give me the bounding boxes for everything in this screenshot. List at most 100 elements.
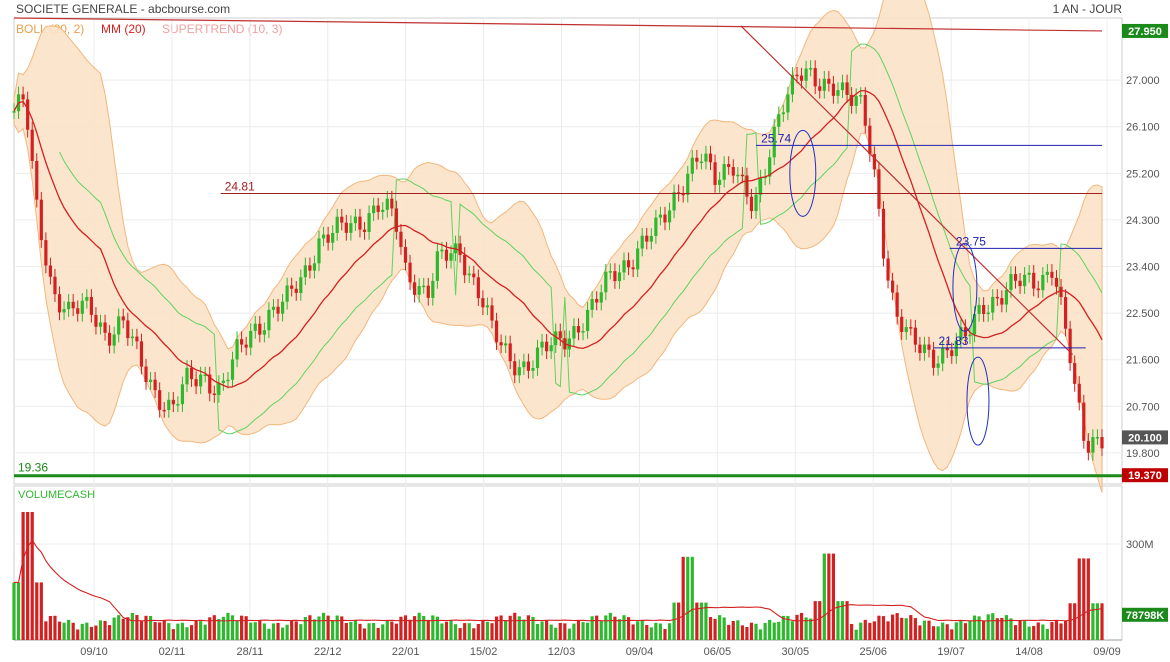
volume-bar (208, 617, 212, 640)
volume-bar (927, 620, 931, 640)
candle-body (440, 249, 444, 252)
volume-bar (53, 615, 57, 640)
candle-body (818, 86, 822, 91)
date-tick-label: 14/08 (1015, 646, 1043, 658)
volume-bar (554, 627, 558, 640)
candle-body (12, 111, 16, 113)
candle-body (504, 343, 508, 346)
volume-bar (331, 620, 335, 640)
volume-bar (991, 613, 995, 640)
candle-body (476, 277, 480, 299)
candle-body (394, 208, 398, 232)
volume-bar (585, 622, 590, 640)
volume-bar (176, 623, 180, 640)
period-label[interactable]: 1 AN - JOUR (1052, 2, 1122, 16)
volume-bar (481, 619, 485, 640)
candle-body (576, 326, 581, 333)
volume-bar (262, 623, 266, 640)
volume-bar (786, 615, 790, 640)
candle-body (991, 296, 995, 313)
volume-bar (572, 623, 576, 640)
price-tick-label: 23.400 (1126, 262, 1160, 274)
volume-bar (749, 622, 754, 640)
volume-bar (321, 612, 326, 640)
volume-bar (376, 627, 380, 640)
volume-bar (836, 601, 840, 640)
volume-bar (831, 553, 836, 640)
candle-body (754, 194, 758, 212)
volume-bar (517, 616, 521, 640)
candle-body (485, 305, 490, 308)
candle-body (1032, 272, 1036, 289)
candle-body (604, 271, 608, 293)
volume-bar (567, 628, 571, 640)
price-tick-label: 22.500 (1126, 308, 1160, 320)
candle-body (221, 380, 226, 384)
candle-body (695, 157, 699, 162)
volume-bar (413, 616, 417, 640)
volume-bar (622, 615, 626, 640)
volume-bar (995, 618, 999, 640)
volume-badge-label: 78798K (1126, 610, 1165, 622)
candle-body (94, 314, 98, 327)
candle-body (280, 301, 285, 314)
volume-tick-label: 300M (1126, 539, 1154, 551)
candle-body (249, 330, 253, 348)
candle-body (799, 75, 804, 81)
volume-bar (827, 553, 831, 640)
volume-bar (1041, 624, 1045, 640)
price-badge (1122, 468, 1168, 483)
candle-body (941, 347, 945, 364)
candle-body (622, 260, 626, 273)
candle-body (886, 258, 890, 281)
candle-body (308, 265, 312, 271)
volume-bar (599, 620, 603, 640)
candle-body (585, 309, 590, 332)
candle-body (567, 338, 571, 350)
volume-bar (613, 616, 617, 640)
candle-body (554, 331, 558, 346)
candle-body (244, 344, 248, 348)
candle-body (194, 379, 198, 387)
volume-bar (203, 624, 207, 640)
volume-bar (795, 614, 799, 640)
volume-bar (877, 615, 881, 640)
candle-body (185, 367, 189, 385)
volume-bar (244, 616, 248, 640)
support-label: 19.36 (18, 461, 48, 475)
volume-bar (372, 623, 376, 640)
volume-bar (576, 619, 581, 640)
candle-body (786, 94, 790, 113)
candle-body (686, 173, 690, 195)
candle-body (335, 216, 339, 233)
candle-body (399, 231, 403, 248)
candle-body (76, 308, 80, 314)
volume-bar (417, 612, 421, 640)
candle-body (658, 214, 663, 218)
volume-bar (340, 616, 344, 640)
candle-body (672, 192, 676, 211)
candle-body (449, 253, 453, 261)
candle-body (599, 292, 603, 303)
volume-bar (48, 616, 53, 640)
candle-body (645, 235, 649, 242)
volume-bar (217, 619, 221, 640)
candle-body (349, 223, 353, 233)
candle-body (381, 209, 385, 212)
price-badge-label: 19.370 (1128, 470, 1162, 482)
volume-bar (954, 622, 958, 640)
candle-body (718, 179, 722, 185)
volume-bar (367, 623, 371, 640)
candle-body (595, 298, 599, 303)
trendline-resistance-long (13, 17, 1103, 32)
candle-body (226, 379, 230, 382)
candle-body (180, 384, 185, 405)
candle-body (708, 153, 713, 163)
volume-bar (57, 621, 62, 640)
candle-body (385, 198, 389, 210)
volume-bar (285, 624, 289, 640)
candle-body (777, 114, 781, 127)
date-tick-label: 12/03 (548, 646, 576, 658)
volume-bar (704, 602, 708, 640)
volume-bar (148, 615, 153, 640)
